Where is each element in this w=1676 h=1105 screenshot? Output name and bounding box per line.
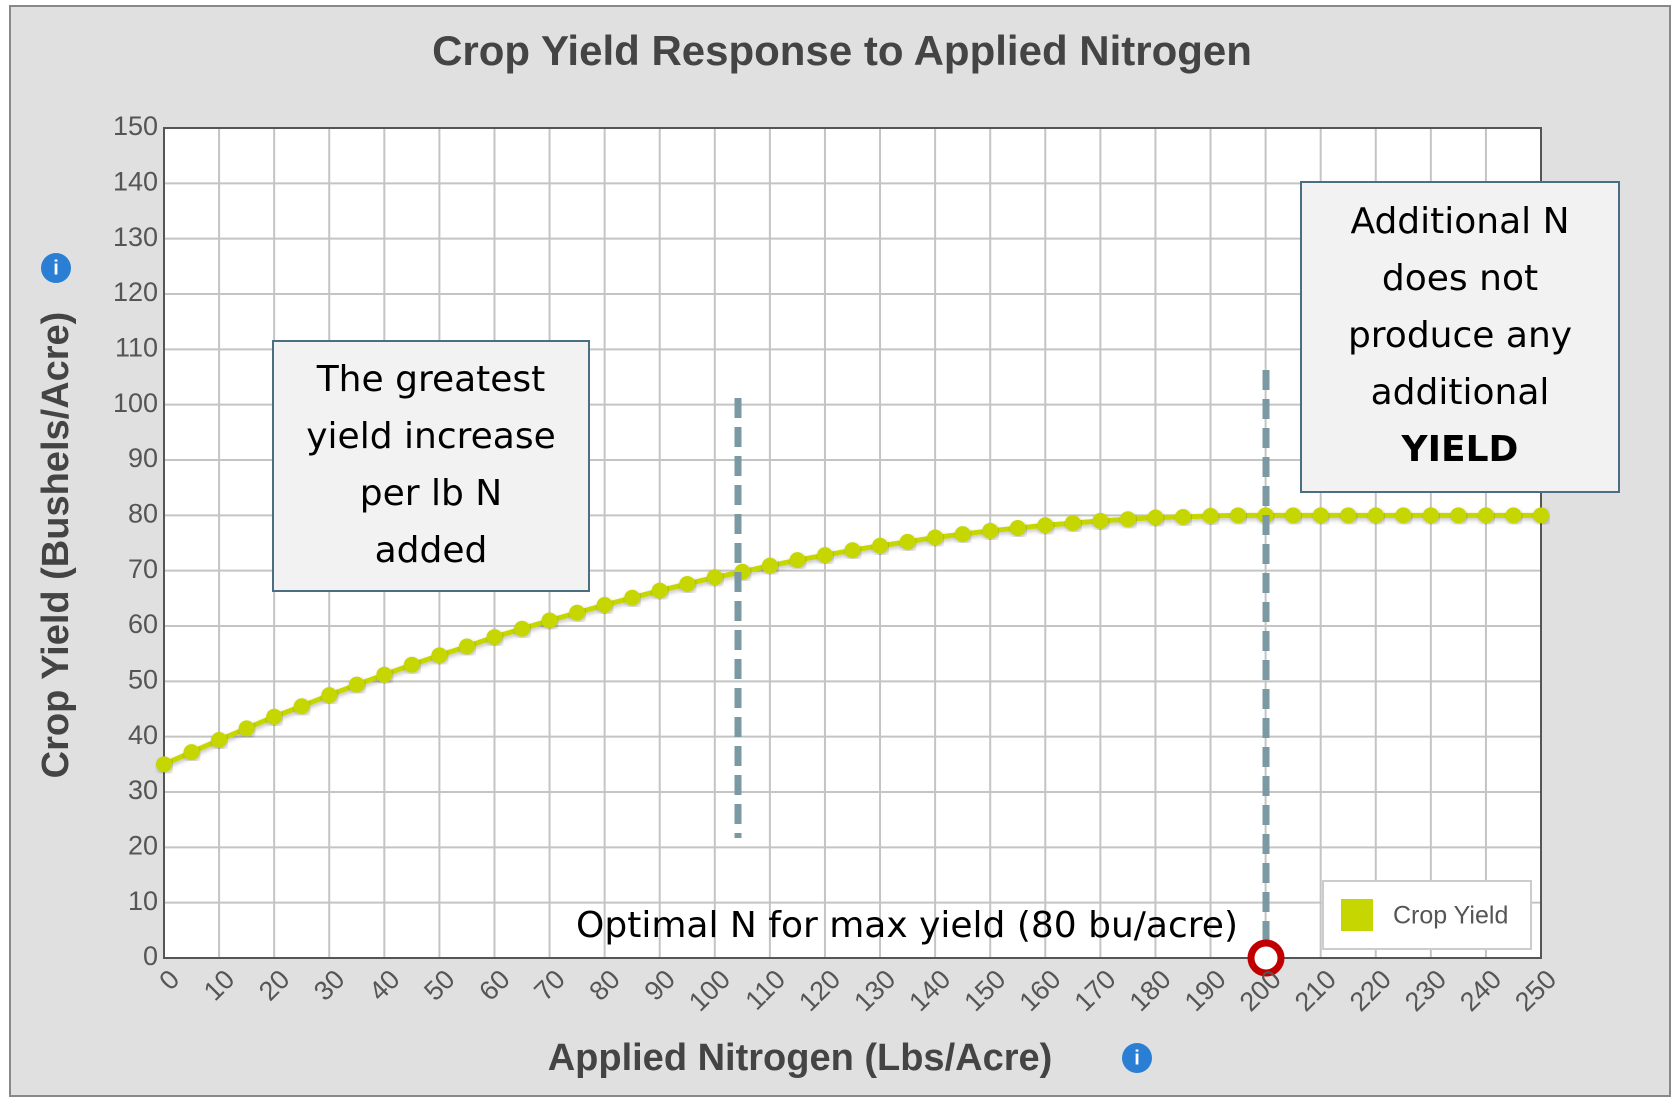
annotation-line: does not <box>1382 258 1538 299</box>
optimal-marker <box>1247 939 1285 977</box>
data-point <box>624 589 641 606</box>
data-point <box>706 569 723 586</box>
annotation-line: The greatest <box>316 359 546 400</box>
y-tick-label: 70 <box>128 554 158 584</box>
y-tick-label: 40 <box>128 720 158 750</box>
data-point <box>1395 507 1412 524</box>
legend: Crop Yield <box>1341 899 1508 931</box>
data-point <box>1119 511 1136 528</box>
annotation-box <box>1300 181 1620 493</box>
data-point <box>1009 520 1026 537</box>
data-point <box>679 575 696 592</box>
series <box>156 507 1549 773</box>
data-point <box>596 596 613 613</box>
data-point <box>156 756 172 773</box>
data-point <box>1450 507 1467 524</box>
data-point <box>486 629 503 646</box>
info-icon[interactable] <box>41 253 71 283</box>
data-point <box>1340 507 1357 524</box>
y-tick-label: 90 <box>128 443 158 473</box>
y-axis-label: Crop Yield (Bushels/Acre) <box>35 312 77 779</box>
y-tick-label: 140 <box>113 166 158 196</box>
x-axis-label: Applied Nitrogen (Lbs/Acre) <box>548 1037 1053 1079</box>
y-tick-label: 100 <box>113 388 158 418</box>
data-point <box>266 708 283 725</box>
y-tick-label: 80 <box>128 498 158 528</box>
data-point <box>238 720 255 737</box>
data-point <box>1064 515 1081 532</box>
data-point <box>569 604 586 621</box>
data-point <box>1202 507 1219 524</box>
y-tick-label: 110 <box>115 332 158 362</box>
data-point <box>458 638 475 655</box>
data-point <box>1037 517 1054 534</box>
data-point <box>872 537 889 554</box>
annotation-line: Additional N <box>1350 201 1569 242</box>
chart-title: Crop Yield Response to Applied Nitrogen <box>432 27 1252 74</box>
annotation-line: YIELD <box>1401 429 1519 470</box>
data-point <box>927 529 944 546</box>
legend-swatch <box>1341 899 1373 931</box>
data-point <box>1174 508 1191 525</box>
data-point <box>954 526 971 543</box>
data-point <box>651 582 668 599</box>
data-point <box>816 547 833 564</box>
y-tick-label: 130 <box>113 222 158 252</box>
y-tick-label: 10 <box>128 886 158 916</box>
data-point <box>1505 507 1522 524</box>
data-point <box>1367 507 1384 524</box>
annotation-box <box>272 340 590 592</box>
data-point <box>1312 507 1329 524</box>
y-tick-label: 50 <box>128 664 158 694</box>
y-tick-label: 20 <box>128 830 158 860</box>
data-point <box>899 533 916 550</box>
data-point <box>761 557 778 574</box>
data-point <box>982 522 999 539</box>
data-point <box>541 612 558 629</box>
annotation: The greatest yield increase per lb N added <box>306 359 556 571</box>
data-point <box>1147 509 1164 526</box>
annotation-line: produce any <box>1348 315 1572 356</box>
data-point <box>1533 507 1549 524</box>
data-point <box>514 620 531 637</box>
info-icon-glyph: i <box>53 257 59 279</box>
data-point <box>183 744 200 761</box>
data-point <box>348 676 365 693</box>
y-tick-label: 30 <box>128 775 158 805</box>
info-icon-glyph: i <box>1134 1047 1140 1069</box>
data-point <box>321 687 338 704</box>
annotation-line: added <box>375 530 488 571</box>
data-point <box>376 666 393 683</box>
data-point <box>1285 507 1302 524</box>
annotation-line: additional <box>1371 372 1550 413</box>
annotation: Additional N does not produce any additiona… <box>1348 201 1572 470</box>
y-tick-label: 120 <box>113 277 158 307</box>
y-tick-label: 0 <box>143 941 158 971</box>
annotation: Optimal N for max yield (80 bu/acre) <box>576 905 1238 946</box>
data-point <box>431 647 448 664</box>
data-point <box>293 698 310 715</box>
plot-border <box>163 127 1542 959</box>
y-tick-label: 150 <box>113 111 158 141</box>
annotation-line: per lb N <box>360 473 502 514</box>
data-point <box>403 656 420 673</box>
data-point <box>1230 507 1247 524</box>
data-point <box>1092 512 1109 529</box>
annotation-line: yield increase <box>306 416 556 457</box>
data-point <box>1477 507 1494 524</box>
info-icon[interactable] <box>1122 1043 1152 1073</box>
data-point <box>1422 507 1439 524</box>
y-tick-label: 60 <box>128 609 158 639</box>
data-point <box>844 542 861 559</box>
data-point <box>789 552 806 569</box>
data-point <box>211 731 228 748</box>
legend-label: Crop Yield <box>1393 902 1508 930</box>
